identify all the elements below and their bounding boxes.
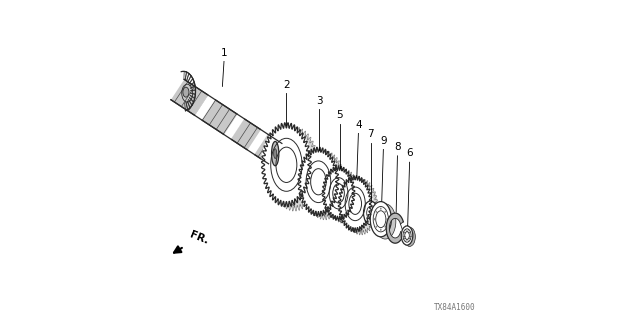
Ellipse shape: [367, 203, 381, 226]
Text: 4: 4: [355, 120, 362, 130]
Ellipse shape: [261, 125, 312, 204]
Text: TX84A1600: TX84A1600: [433, 303, 475, 312]
Ellipse shape: [387, 218, 388, 220]
Polygon shape: [171, 79, 282, 164]
Ellipse shape: [404, 227, 415, 246]
Ellipse shape: [305, 154, 346, 217]
Ellipse shape: [274, 149, 276, 158]
Ellipse shape: [376, 226, 377, 228]
Ellipse shape: [364, 201, 378, 225]
Text: 6: 6: [406, 148, 413, 158]
Ellipse shape: [269, 130, 319, 208]
Text: 3: 3: [316, 96, 323, 106]
Polygon shape: [387, 213, 404, 243]
Text: 5: 5: [337, 110, 343, 120]
Text: 1: 1: [221, 48, 227, 58]
Polygon shape: [247, 129, 268, 156]
Ellipse shape: [297, 150, 339, 214]
Ellipse shape: [380, 208, 381, 210]
Text: 7: 7: [367, 129, 374, 139]
Ellipse shape: [401, 226, 413, 245]
Text: 8: 8: [394, 142, 401, 152]
Ellipse shape: [385, 211, 386, 213]
Ellipse shape: [328, 172, 360, 221]
Ellipse shape: [367, 206, 374, 219]
Ellipse shape: [322, 168, 356, 219]
Ellipse shape: [374, 218, 375, 220]
Ellipse shape: [344, 181, 378, 232]
Ellipse shape: [338, 178, 372, 230]
Ellipse shape: [376, 211, 377, 213]
Polygon shape: [223, 113, 245, 140]
Ellipse shape: [380, 228, 381, 231]
Ellipse shape: [385, 226, 386, 228]
Ellipse shape: [370, 202, 391, 237]
Text: 2: 2: [283, 80, 290, 90]
Polygon shape: [194, 94, 216, 121]
Text: FR.: FR.: [188, 229, 210, 246]
Ellipse shape: [375, 204, 396, 239]
Ellipse shape: [183, 87, 189, 97]
Text: 9: 9: [380, 136, 387, 146]
Ellipse shape: [271, 141, 279, 166]
